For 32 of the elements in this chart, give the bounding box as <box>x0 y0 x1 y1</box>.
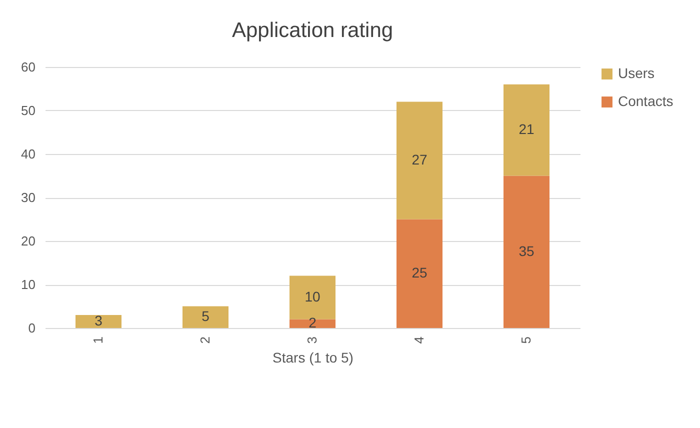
legend-label: Users <box>618 65 655 81</box>
x-tick-label: 4 <box>412 336 426 344</box>
x-tick-label: 2 <box>198 336 212 344</box>
chart-title: Application rating <box>232 19 394 42</box>
data-label: 35 <box>518 242 534 259</box>
data-label: 27 <box>412 152 428 168</box>
bar <box>182 306 229 328</box>
bar <box>75 314 122 328</box>
legend-label: Contacts <box>618 93 674 109</box>
y-tick-label: 40 <box>21 146 36 162</box>
x-axis-title: Stars (1 to 5) <box>272 350 354 366</box>
y-tick-label: 10 <box>21 277 36 292</box>
y-tick-label: 60 <box>21 60 36 74</box>
data-label: 25 <box>412 264 428 281</box>
y-tick-label: 30 <box>21 190 36 205</box>
bar <box>396 219 443 328</box>
bar <box>396 102 443 220</box>
data-label: 21 <box>518 121 534 138</box>
data-label: 10 <box>304 288 320 305</box>
y-tick-label: 0 <box>28 320 36 336</box>
x-tick-label: 3 <box>304 336 320 344</box>
x-tick-label: 5 <box>518 336 534 344</box>
bar <box>289 276 336 320</box>
y-tick-label: 50 <box>21 103 36 118</box>
bar <box>503 84 550 176</box>
x-tick-label: 1 <box>90 336 106 344</box>
data-label: 3 <box>94 312 103 328</box>
data-label: 2 <box>308 314 317 331</box>
bar <box>503 176 550 328</box>
bar <box>289 319 336 328</box>
data-label: 5 <box>202 308 210 324</box>
y-tick-label: 20 <box>21 234 36 248</box>
